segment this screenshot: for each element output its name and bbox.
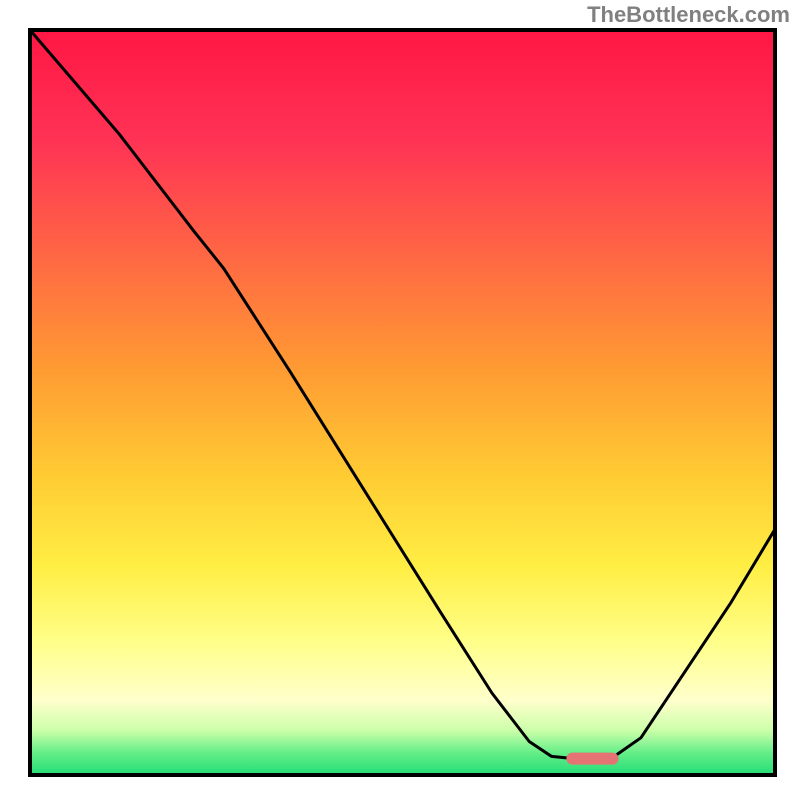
chart-svg xyxy=(0,0,800,800)
bottleneck-chart xyxy=(0,0,800,800)
optimal-zone-marker xyxy=(566,753,618,765)
chart-background xyxy=(30,30,775,775)
watermark-text: TheBottleneck.com xyxy=(587,2,790,28)
